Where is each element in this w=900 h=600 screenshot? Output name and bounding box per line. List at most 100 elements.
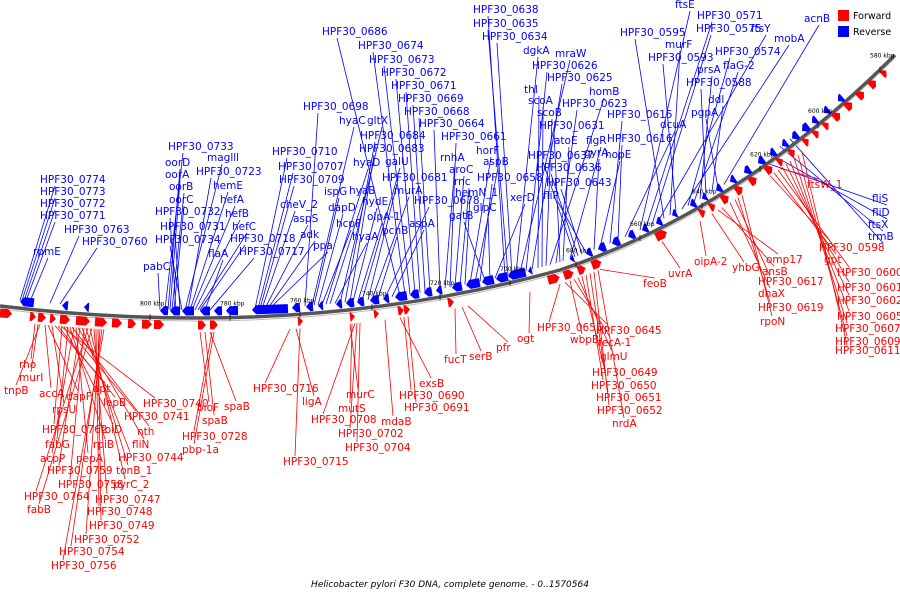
gene-label-hpf30-0598: HPF30_0598 — [819, 242, 885, 254]
gene-label-acca: accA — [39, 388, 65, 400]
label-line-acpp — [51, 327, 75, 454]
label-line-hyac — [311, 126, 355, 306]
label-line-hpf30-0571 — [645, 21, 713, 228]
label-line-scob — [545, 118, 553, 266]
label-line-fabg — [56, 326, 69, 440]
gene-label-flis: fliS — [872, 193, 889, 205]
gene-label-maglll: maglll — [207, 152, 239, 164]
gene-label-asps: aspS — [293, 213, 319, 225]
label-line-thi — [537, 95, 540, 268]
reverse-gene-10 — [292, 302, 301, 313]
gene-label-pbp-1a: pbp-1a — [182, 444, 219, 456]
reverse-label-lines — [19, 10, 888, 311]
label-line-dapd — [317, 213, 344, 306]
gene-label-hpf30-0774: HPF30_0774 — [40, 174, 106, 186]
forward-gene-27 — [733, 185, 743, 196]
forward-gene-30 — [775, 158, 783, 167]
label-line-ispg — [313, 197, 340, 306]
gene-label-hpf30-0759: HPF30_0759 — [47, 465, 113, 477]
label-line-aroc — [454, 175, 465, 287]
gene-label-hpf30-0708: HPF30_0708 — [311, 414, 377, 426]
gene-label-hpf30-0763: HPF30_0763 — [64, 224, 130, 236]
gene-label-fabb: fabB — [27, 504, 51, 516]
gene-label-mraw: mraW — [555, 48, 587, 60]
reverse-gene-17 — [383, 293, 390, 303]
label-line-dcua — [624, 130, 676, 238]
forward-gene-29 — [763, 165, 773, 176]
forward-gene-31 — [787, 149, 795, 158]
label-line-rnc — [459, 187, 470, 286]
gene-label-oorb: oorB — [169, 181, 193, 193]
gene-label-hpf30-0762: HPF30_0762 — [42, 424, 108, 436]
label-line-hpf30-0609 — [797, 154, 848, 337]
gene-label-homb: homB — [589, 86, 620, 98]
legend-reverse-label: Reverse — [853, 27, 891, 38]
label-line-omp17 — [717, 209, 779, 255]
genome-backbone-line — [0, 53, 897, 320]
gene-label-heme: hemE — [213, 180, 243, 192]
forward-genes — [0, 70, 887, 330]
gene-label-oora: oorA — [165, 169, 190, 181]
label-line-horf — [469, 156, 492, 284]
gene-label-hpf30-0643: HPF30_0643 — [546, 177, 612, 189]
reverse-gene-8 — [226, 305, 239, 316]
forward-gene-0 — [0, 308, 12, 318]
reverse-gene-18 — [395, 291, 408, 302]
reverse-gene-23 — [466, 278, 481, 289]
gene-label-hpf30-0707: HPF30_0707 — [278, 161, 344, 173]
label-line-hpf30-0615 — [609, 120, 623, 244]
gene-label-hpf30-0602: HPF30_0602 — [837, 295, 900, 307]
reverse-gene-1 — [62, 301, 69, 311]
gene-label-liga: ligA — [302, 396, 322, 408]
forward-gene-12 — [209, 320, 218, 330]
label-line-nrda — [597, 270, 625, 419]
label-line-hpf30-0623 — [555, 109, 578, 264]
gene-label-apt: apt — [93, 383, 110, 395]
gene-label-pepa: pepA — [76, 453, 104, 465]
gene-label-scob: scoB — [537, 107, 562, 119]
map-caption: Helicobacter pylori F30 DNA, complete ge… — [311, 580, 589, 590]
label-line-hpf30-0593 — [662, 63, 677, 213]
label-line-pbp-1a — [193, 331, 215, 445]
gene-label-dnax: dnaX — [758, 288, 785, 300]
reverse-gene-31 — [612, 236, 622, 247]
gene-label-hpf30-0595: HPF30_0595 — [620, 27, 686, 39]
forward-gene-6 — [94, 317, 107, 327]
label-line-fold — [63, 326, 114, 425]
label-line-hpf30-0635 — [487, 29, 509, 276]
reverse-gene-44 — [792, 130, 801, 140]
reverse-gene-21 — [436, 285, 443, 295]
label-line-hpf30-0619 — [737, 197, 771, 303]
label-line-hyde — [352, 207, 378, 302]
label-line-hpf30-0681 — [367, 183, 398, 300]
label-line-hpf30-0723 — [187, 177, 212, 311]
label-line-hpf30-0707 — [257, 172, 294, 309]
gene-label-prsa: prsA — [697, 64, 721, 76]
label-line-ftsy — [657, 34, 767, 222]
label-line-nth — [71, 326, 150, 427]
gene-label-thi: thI — [524, 84, 538, 96]
gene-label-hpf30-0716: HPF30_0716 — [253, 383, 319, 395]
reverse-gene-32 — [628, 229, 637, 240]
gene-label-hpf30-0681: HPF30_0681 — [382, 172, 448, 184]
gene-label-flid: fliD — [872, 207, 890, 219]
scale-tick-label: 580 kbp — [870, 53, 895, 60]
gene-label-hpf30-0600: HPF30_0600 — [837, 267, 900, 279]
gene-label-hpf30-0574: HPF30_0574 — [715, 46, 781, 58]
label-line-hpf30-0634 — [496, 42, 513, 275]
gene-label-hpf30-0691: HPF30_0691 — [404, 402, 470, 414]
gene-label-hefc: hefC — [232, 221, 256, 233]
label-line-pfr — [467, 305, 509, 343]
gene-label-hpf30-0626: HPF30_0626 — [532, 60, 598, 72]
gene-label-dcua: dcuA — [660, 119, 687, 131]
gene-label-hyaa: hyaA — [352, 231, 379, 243]
gene-label-hpf30-0625: HPF30_0625 — [547, 72, 613, 84]
label-line-ftse — [639, 10, 691, 231]
label-line-hpf30-0771 — [25, 221, 56, 302]
gene-label-hpf30-0686: HPF30_0686 — [322, 26, 388, 38]
forward-gene-34 — [821, 122, 829, 131]
gene-label-tnpb: tnpB — [4, 385, 29, 397]
scale-tick-label: 680 kbp — [566, 247, 591, 254]
gene-label-dgka: dgkA — [523, 45, 550, 57]
